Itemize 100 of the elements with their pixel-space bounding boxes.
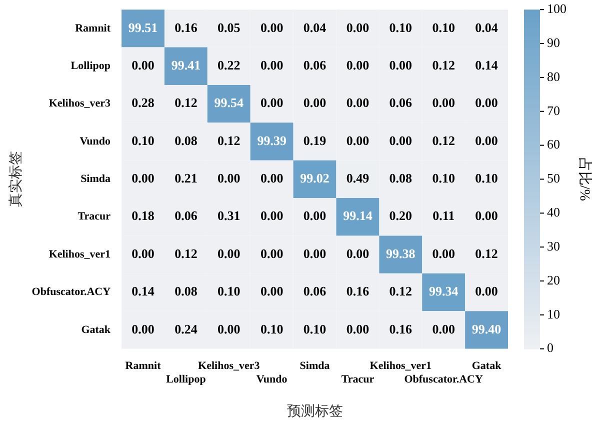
data-label: 0.00 <box>389 132 412 148</box>
data-label: 0.00 <box>218 170 240 186</box>
y-tick-label: Ramnit <box>75 22 111 34</box>
data-label: 0.00 <box>260 57 284 72</box>
data-label: 0.19 <box>303 132 327 148</box>
color-bar-label: 50 <box>547 170 560 186</box>
data-label: 99.38 <box>386 246 416 261</box>
x-tick-label: Gatak <box>472 360 502 372</box>
data-label: 0.21 <box>174 170 198 186</box>
x-tick-label: Kelihos_ver3 <box>198 360 260 372</box>
color-bar-label: 90 <box>547 34 560 50</box>
data-label: 0.22 <box>218 57 240 72</box>
data-label: 99.34 <box>428 284 459 299</box>
data-label: 0.10 <box>218 284 240 299</box>
color-bar-label: 70 <box>547 102 560 118</box>
data-label: 0.06 <box>303 57 327 72</box>
data-label: 0.10 <box>432 20 455 35</box>
data-label: 0.06 <box>174 208 198 224</box>
data-label: 0.10 <box>303 321 326 336</box>
y-tick-label: Obfuscator.ACY <box>32 286 111 298</box>
data-label: 0.11 <box>432 208 455 224</box>
y-tick-label: Vundo <box>80 135 112 148</box>
data-label: 0.00 <box>303 95 326 110</box>
data-label: 0.00 <box>132 246 154 261</box>
color-bar-label: 20 <box>547 272 560 288</box>
y-tick-label: Lollipop <box>70 60 111 72</box>
data-label: 99.40 <box>472 321 502 336</box>
data-label: 0.16 <box>174 20 198 35</box>
color-bar-label: 30 <box>547 238 560 254</box>
data-label: 0.00 <box>475 208 498 224</box>
data-label: 99.41 <box>171 57 201 72</box>
data-label: 0.00 <box>389 57 412 72</box>
data-label: 0.18 <box>132 208 155 224</box>
data-label: 0.00 <box>432 321 455 336</box>
data-label: 0.00 <box>260 284 284 299</box>
data-label: 0.00 <box>475 284 498 299</box>
data-label: 0.00 <box>260 20 284 35</box>
x-tick-label: Obfuscator.ACY <box>404 373 484 386</box>
data-label: 0.00 <box>132 321 154 336</box>
data-label: 0.10 <box>475 170 498 186</box>
data-label: 0.16 <box>346 284 370 299</box>
data-label: 0.12 <box>218 132 240 148</box>
color-bar-label: 10 <box>547 306 560 322</box>
data-label: 0.10 <box>132 132 154 148</box>
data-label: 0.00 <box>432 246 455 261</box>
data-label: 0.06 <box>389 95 413 110</box>
color-bar-label: 80 <box>547 68 560 84</box>
data-label: 0.00 <box>260 208 284 224</box>
data-label: 0.14 <box>132 284 155 299</box>
data-label: 0.00 <box>346 132 370 148</box>
data-label: 0.00 <box>260 246 284 261</box>
data-label: 99.51 <box>128 20 158 35</box>
data-label: 0.00 <box>346 20 370 35</box>
data-label: 0.06 <box>303 284 327 299</box>
data-label: 0.00 <box>218 246 240 261</box>
data-label: 0.00 <box>346 95 370 110</box>
data-label: 0.00 <box>346 246 370 261</box>
y-tick-label: Simda <box>80 173 112 186</box>
data-label: 0.05 <box>218 20 241 35</box>
data-label: 0.16 <box>389 321 413 336</box>
data-label: 0.00 <box>432 95 455 110</box>
data-label: 99.02 <box>300 170 330 186</box>
y-tick-label: Kelihos_ver3 <box>48 98 112 110</box>
x-tick-label: Tracur <box>341 373 374 386</box>
data-label: 0.10 <box>432 170 455 186</box>
x-axis-title: 预测标签 <box>286 403 343 420</box>
data-label: 0.08 <box>174 132 198 148</box>
data-label: 0.00 <box>132 170 154 186</box>
data-label: 0.00 <box>346 57 370 72</box>
y-axis-title: 真实标签 <box>8 151 24 208</box>
data-label: 0.14 <box>475 57 498 72</box>
data-label: 0.12 <box>174 95 198 110</box>
y-tick-label: Tracur <box>78 210 111 223</box>
data-label: 0.10 <box>260 321 284 336</box>
data-label: 0.00 <box>132 57 154 72</box>
data-label: 0.00 <box>303 208 326 224</box>
x-tick-label: Ramnit <box>125 360 162 372</box>
data-label: 0.00 <box>303 246 326 261</box>
data-label: 0.12 <box>432 57 455 72</box>
data-label: 99.54 <box>214 95 244 110</box>
y-tick-label: Gatak <box>81 324 112 336</box>
data-label: 0.12 <box>475 246 498 261</box>
x-tick-label: Vundo <box>256 373 288 386</box>
color-bar-title: 占比/% <box>576 157 592 202</box>
data-label: 0.00 <box>218 321 240 336</box>
data-label: 0.10 <box>389 20 412 35</box>
data-label: 0.24 <box>174 321 198 336</box>
data-label: 0.31 <box>218 208 240 224</box>
data-label: 0.12 <box>174 246 198 261</box>
data-label: 0.12 <box>432 132 455 148</box>
x-tick-label: Simda <box>300 360 330 372</box>
data-label: 0.49 <box>346 170 370 186</box>
color-bar-label: 100 <box>547 1 566 16</box>
x-tick-label: Lollipop <box>166 373 206 386</box>
color-bar-label: 40 <box>547 204 560 220</box>
data-label: 0.08 <box>389 170 413 186</box>
data-label: 0.00 <box>346 321 370 336</box>
y-tick-label: Kelihos_ver1 <box>48 248 111 260</box>
color-bar-label: 60 <box>547 136 560 152</box>
data-label: 0.12 <box>389 284 412 299</box>
